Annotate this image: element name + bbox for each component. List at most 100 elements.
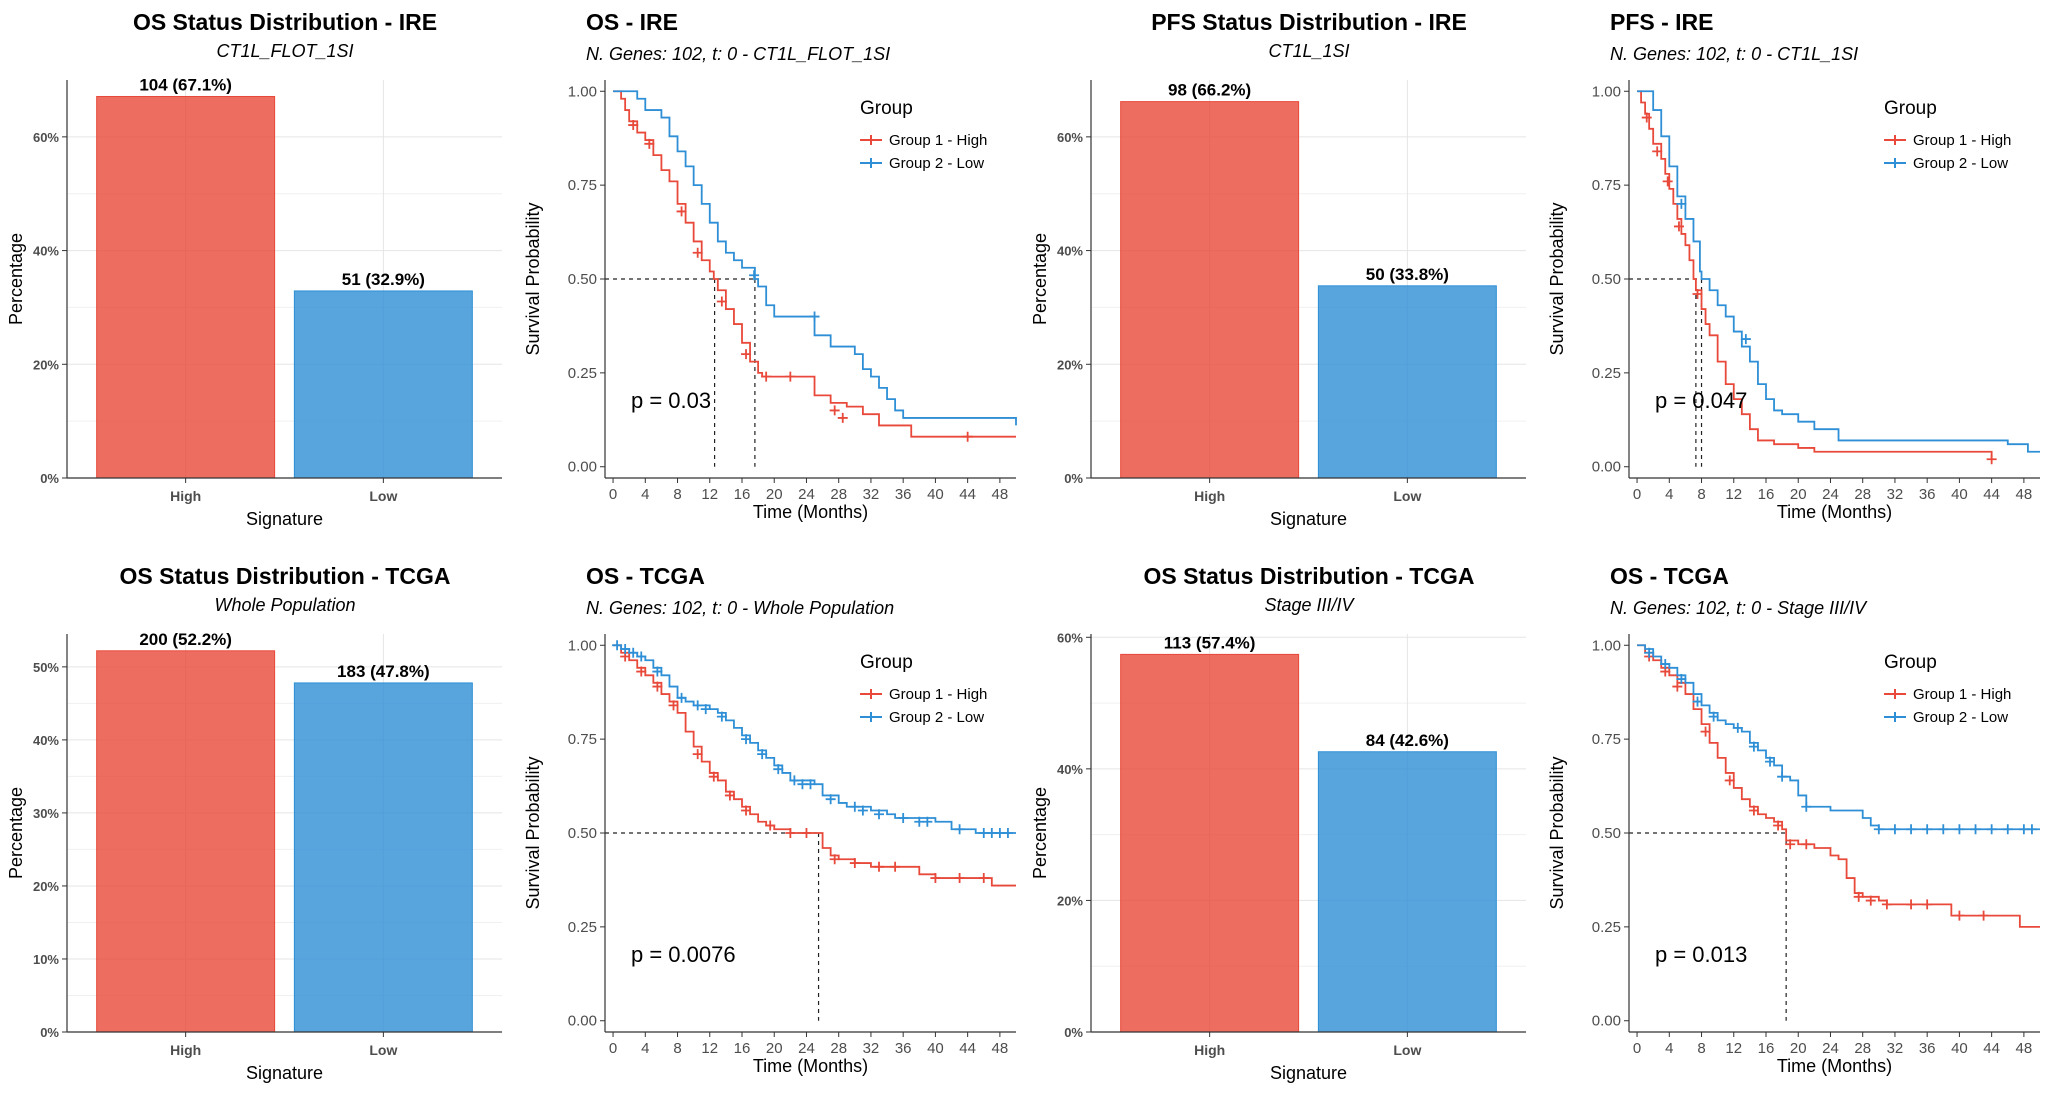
censor-mark <box>692 749 703 760</box>
bar-high <box>96 95 276 479</box>
x-axis-title: Signature <box>246 1063 323 1083</box>
censor-mark <box>849 801 860 812</box>
censor-mark <box>1672 681 1683 692</box>
legend-item: Group 2 - Low <box>1913 709 2008 726</box>
y-tick-label: 60% <box>1057 630 1083 645</box>
y-tick-label: 60% <box>1057 130 1083 145</box>
legend-title: Group <box>1884 652 1937 673</box>
bar-low <box>293 290 473 479</box>
y-tick-label: 10% <box>33 952 59 967</box>
legend-swatch-censor <box>866 135 876 145</box>
y-tick-label: 0.50 <box>568 825 597 842</box>
censor-mark <box>1785 839 1796 850</box>
x-tick-label: 8 <box>673 1040 681 1057</box>
bar-panel-4: OS Status Distribution - TCGA Whole Popul… <box>6 563 502 1083</box>
km-curve-high <box>613 644 1016 887</box>
chart-title: OS - TCGA <box>586 563 705 589</box>
x-tick-label: 12 <box>701 1040 718 1057</box>
censor-mark <box>761 371 772 382</box>
km-curve-high <box>613 90 1016 438</box>
x-tick-label: 24 <box>1822 1040 1839 1057</box>
y-tick-label: 30% <box>33 806 59 821</box>
y-tick-label: 40% <box>1057 244 1083 259</box>
legend-swatch-censor <box>1890 158 1900 168</box>
y-tick-label: 0% <box>40 1025 59 1040</box>
km-curve-low <box>1637 90 2040 453</box>
y-axis-title: Percentage <box>1030 233 1050 325</box>
x-tick-label: 28 <box>1854 1040 1871 1057</box>
p-value: p = 0.013 <box>1655 942 1747 967</box>
censor-mark <box>692 700 703 711</box>
censor-mark <box>757 749 768 760</box>
censor-mark <box>1954 910 1965 921</box>
km-curve-low <box>1637 644 2040 831</box>
censor-mark <box>2026 824 2037 835</box>
censor-mark <box>700 704 711 715</box>
x-tick-label: 48 <box>992 486 1009 503</box>
x-tick-label: 36 <box>895 1040 912 1057</box>
bar-low <box>1317 751 1497 1033</box>
chart-subtitle: Whole Population <box>214 595 355 615</box>
bar-data-label: 51 (32.9%) <box>342 270 425 289</box>
x-tick-label: 0 <box>1633 1040 1641 1057</box>
legend-title: Group <box>860 652 913 673</box>
censor-mark <box>1881 899 1892 910</box>
censor-mark <box>668 700 679 711</box>
y-tick-label: 0.50 <box>568 271 597 288</box>
legend-swatch-censor <box>1890 712 1900 722</box>
p-value: p = 0.03 <box>631 388 711 413</box>
censor-mark <box>954 824 965 835</box>
legend-item: Group 1 - High <box>1913 132 2011 149</box>
x-axis-title: Signature <box>246 509 323 529</box>
bar-high <box>96 650 276 1033</box>
censor-mark <box>765 820 776 831</box>
censor-mark <box>837 412 848 423</box>
x-tick-label: High <box>1194 488 1225 504</box>
censor-mark <box>801 828 812 838</box>
x-tick-label: 28 <box>830 1040 847 1057</box>
km-curve-low <box>613 644 1016 834</box>
y-tick-label: 0.75 <box>1592 177 1621 194</box>
bar-panel-2: PFS Status Distribution - IRE CT1L_1SI 98 … <box>1030 9 1526 529</box>
x-tick-label: 8 <box>1697 1040 1705 1057</box>
legend-swatch-censor <box>1890 689 1900 699</box>
chart-title: OS Status Distribution - TCGA <box>120 563 451 589</box>
p-value: p = 0.0076 <box>631 942 736 967</box>
x-tick-label: 16 <box>1758 1040 1775 1057</box>
censor-mark <box>978 873 989 884</box>
x-axis-title: Time (Months) <box>1777 502 1892 522</box>
censor-mark <box>644 138 655 149</box>
y-tick-label: 0.00 <box>568 1013 597 1030</box>
censor-mark <box>1692 289 1703 300</box>
x-tick-label: 36 <box>1919 1040 1936 1057</box>
legend-item: Group 1 - High <box>1913 686 2011 703</box>
x-tick-label: Low <box>1393 488 1421 504</box>
x-tick-label: 0 <box>1633 486 1641 503</box>
chart-subtitle: N. Genes: 102, t: 0 - CT1L_1SI <box>1610 44 1858 64</box>
x-tick-label: Low <box>1393 1042 1421 1058</box>
km-panel-1: OS - IRE N. Genes: 102, t: 0 - CT1L_FLOT_… <box>523 9 1017 522</box>
y-tick-label: 20% <box>33 357 59 372</box>
censor-mark <box>1801 839 1812 850</box>
x-tick-label: 32 <box>863 486 880 503</box>
x-tick-label: 8 <box>1697 486 1705 503</box>
x-axis-title: Time (Months) <box>753 1056 868 1076</box>
censor-mark <box>825 794 836 805</box>
censor-mark <box>898 812 909 823</box>
x-tick-label: 20 <box>766 1040 783 1057</box>
bar-data-label: 183 (47.8%) <box>337 662 430 681</box>
censor-mark <box>954 873 965 884</box>
x-tick-label: 44 <box>1983 486 2000 503</box>
censor-mark <box>1748 805 1759 816</box>
y-tick-label: 50% <box>33 660 59 675</box>
censor-mark <box>930 873 941 884</box>
x-tick-label: 40 <box>1951 486 1968 503</box>
legend-swatch-censor <box>1890 135 1900 145</box>
censor-mark <box>1986 824 1997 835</box>
censor-mark <box>628 120 639 131</box>
legend-swatch-censor <box>866 689 876 699</box>
y-tick-label: 0.25 <box>568 365 597 382</box>
y-tick-label: 20% <box>1057 357 1083 372</box>
x-axis-title: Signature <box>1270 1063 1347 1083</box>
